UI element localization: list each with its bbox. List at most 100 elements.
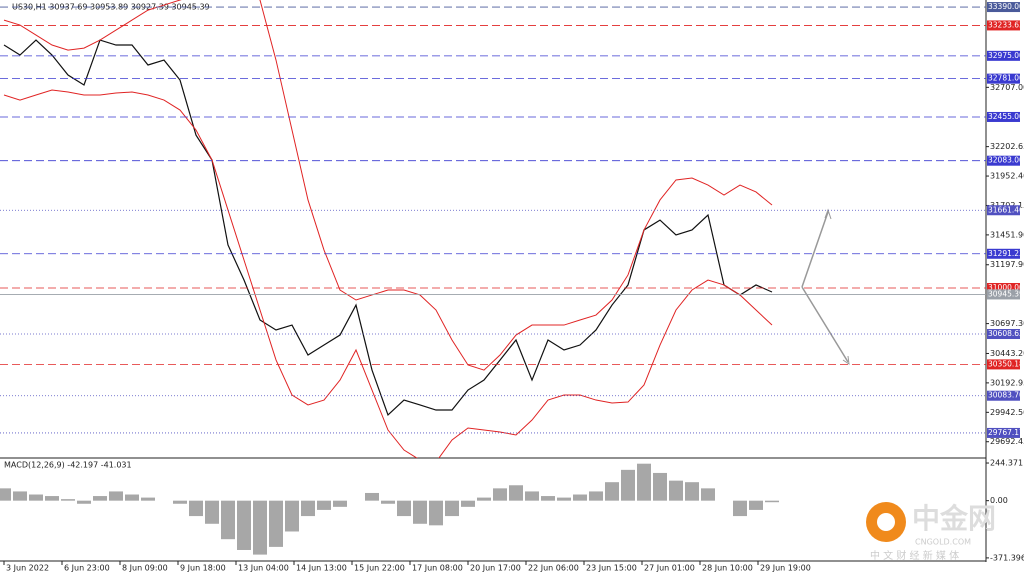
level-label: 30608.62 bbox=[988, 329, 1024, 338]
macd-bar bbox=[525, 491, 539, 501]
macd-bar bbox=[365, 492, 379, 501]
x-tick-label: 8 Jun 09:00 bbox=[122, 564, 168, 573]
y-tick-label: 30192.95 bbox=[990, 378, 1024, 387]
macd-bar bbox=[429, 500, 443, 526]
macd-bar bbox=[445, 500, 459, 517]
macd-bar bbox=[189, 500, 203, 517]
macd-bar bbox=[733, 500, 747, 517]
level-box bbox=[987, 205, 1020, 216]
macd-bar bbox=[77, 500, 91, 504]
y-tick-label: 32202.65 bbox=[990, 142, 1024, 151]
macd-bar bbox=[269, 500, 283, 547]
watermark-brand: 中金网 bbox=[912, 502, 996, 535]
macd-bar bbox=[61, 499, 75, 501]
y-tick-label: 31952.40 bbox=[990, 172, 1024, 181]
y-tick-label: 0.00 bbox=[990, 496, 1008, 505]
macd-bar bbox=[749, 500, 763, 510]
x-tick-label: 27 Jun 01:00 bbox=[644, 564, 695, 573]
macd-bar bbox=[701, 488, 715, 501]
x-tick-label: 17 Jun 08:00 bbox=[412, 564, 463, 573]
y-tick-label: 29942.50 bbox=[990, 408, 1024, 417]
level-label: 31291.23 bbox=[988, 249, 1024, 258]
y-tick-label: 29692.45 bbox=[990, 437, 1024, 446]
forecast-arrows bbox=[801, 211, 849, 363]
macd-bar bbox=[13, 491, 27, 501]
x-tick-label: 9 Jun 18:00 bbox=[180, 564, 226, 573]
level-box bbox=[987, 111, 1020, 122]
macd-bar bbox=[285, 500, 299, 532]
level-label: 32975.00 bbox=[988, 51, 1024, 60]
macd-bar bbox=[605, 482, 619, 501]
macd-bar bbox=[93, 496, 107, 501]
level-label: 30945.39 bbox=[988, 289, 1024, 298]
level-label: 30083.70 bbox=[988, 391, 1024, 400]
y-tick-label: -371.396 bbox=[990, 553, 1024, 562]
macd-bar bbox=[653, 472, 667, 501]
y-tick-label: 31197.90 bbox=[990, 260, 1024, 269]
level-box bbox=[987, 20, 1020, 31]
macd-bar bbox=[333, 500, 347, 507]
y-tick-label: 30697.30 bbox=[990, 319, 1024, 328]
macd-bar bbox=[589, 491, 603, 501]
level-label: 32083.00 bbox=[988, 156, 1024, 165]
level-box bbox=[987, 390, 1020, 401]
macd-bar bbox=[541, 496, 555, 501]
x-tick-label: 13 Jun 04:00 bbox=[238, 564, 289, 573]
macd-bar bbox=[621, 469, 635, 501]
y-tick-label: 30443.20 bbox=[990, 349, 1024, 358]
plot bbox=[3, 0, 773, 458]
x-tick-label: 3 Jun 2022 bbox=[6, 564, 49, 573]
x-tick-label: 22 Jun 06:00 bbox=[528, 564, 579, 573]
macd-bar bbox=[461, 500, 475, 507]
y-tick-label: 244.371 bbox=[990, 459, 1023, 468]
macd-bar bbox=[29, 494, 43, 501]
logo bbox=[877, 513, 895, 531]
macd-bar bbox=[637, 463, 651, 501]
macd-bar bbox=[0, 488, 11, 501]
series-line bbox=[3, 89, 773, 458]
level-label: 33233.63 bbox=[988, 20, 1024, 29]
level-label: 29767.17 bbox=[988, 428, 1024, 437]
macd-bar bbox=[397, 500, 411, 517]
x-tick-label: 15 Jun 22:00 bbox=[354, 564, 405, 573]
macd-bar bbox=[413, 500, 427, 524]
macd-bar bbox=[253, 500, 267, 555]
x-tick-label: 29 Jun 19:00 bbox=[760, 564, 811, 573]
macd-bar bbox=[477, 497, 491, 501]
level-box bbox=[987, 289, 1020, 300]
macd-bar bbox=[493, 488, 507, 501]
level-label: 31000.00 bbox=[988, 283, 1024, 292]
macd-bar bbox=[317, 500, 331, 510]
macd-bar bbox=[221, 500, 235, 540]
macd-bar bbox=[573, 494, 587, 501]
macd-title: MACD(12,26,9) -42.197 -41.031 bbox=[4, 461, 132, 470]
macd-bar bbox=[669, 480, 683, 501]
macd-bar bbox=[141, 497, 155, 501]
macd-bar bbox=[205, 500, 219, 524]
level-box bbox=[987, 50, 1020, 61]
level-box bbox=[987, 359, 1020, 370]
macd-bar bbox=[685, 482, 699, 501]
macd-bar bbox=[301, 500, 315, 517]
macd-bar bbox=[45, 496, 59, 501]
watermark-slogan: 中 文 财 经 新 媒 体 bbox=[870, 549, 959, 562]
x-tick-label: 28 Jun 10:00 bbox=[702, 564, 753, 573]
macd-bar bbox=[109, 491, 123, 501]
y-tick-label: 31451.90 bbox=[990, 230, 1024, 239]
x-tick-label: 20 Jun 17:00 bbox=[470, 564, 521, 573]
macd-bar bbox=[237, 500, 251, 550]
level-box bbox=[987, 329, 1020, 340]
level-box bbox=[987, 73, 1020, 84]
level-label: 30350.18 bbox=[988, 359, 1024, 368]
macd-bar bbox=[509, 485, 523, 501]
macd-bar bbox=[557, 497, 571, 501]
macd-bar bbox=[173, 500, 187, 504]
level-box bbox=[987, 283, 1020, 294]
level-label: 32781.00 bbox=[988, 74, 1024, 83]
macd-bar bbox=[381, 500, 395, 504]
level-box bbox=[987, 155, 1020, 166]
macd-bar bbox=[125, 494, 139, 501]
level-label: 33390.00 bbox=[988, 2, 1024, 11]
